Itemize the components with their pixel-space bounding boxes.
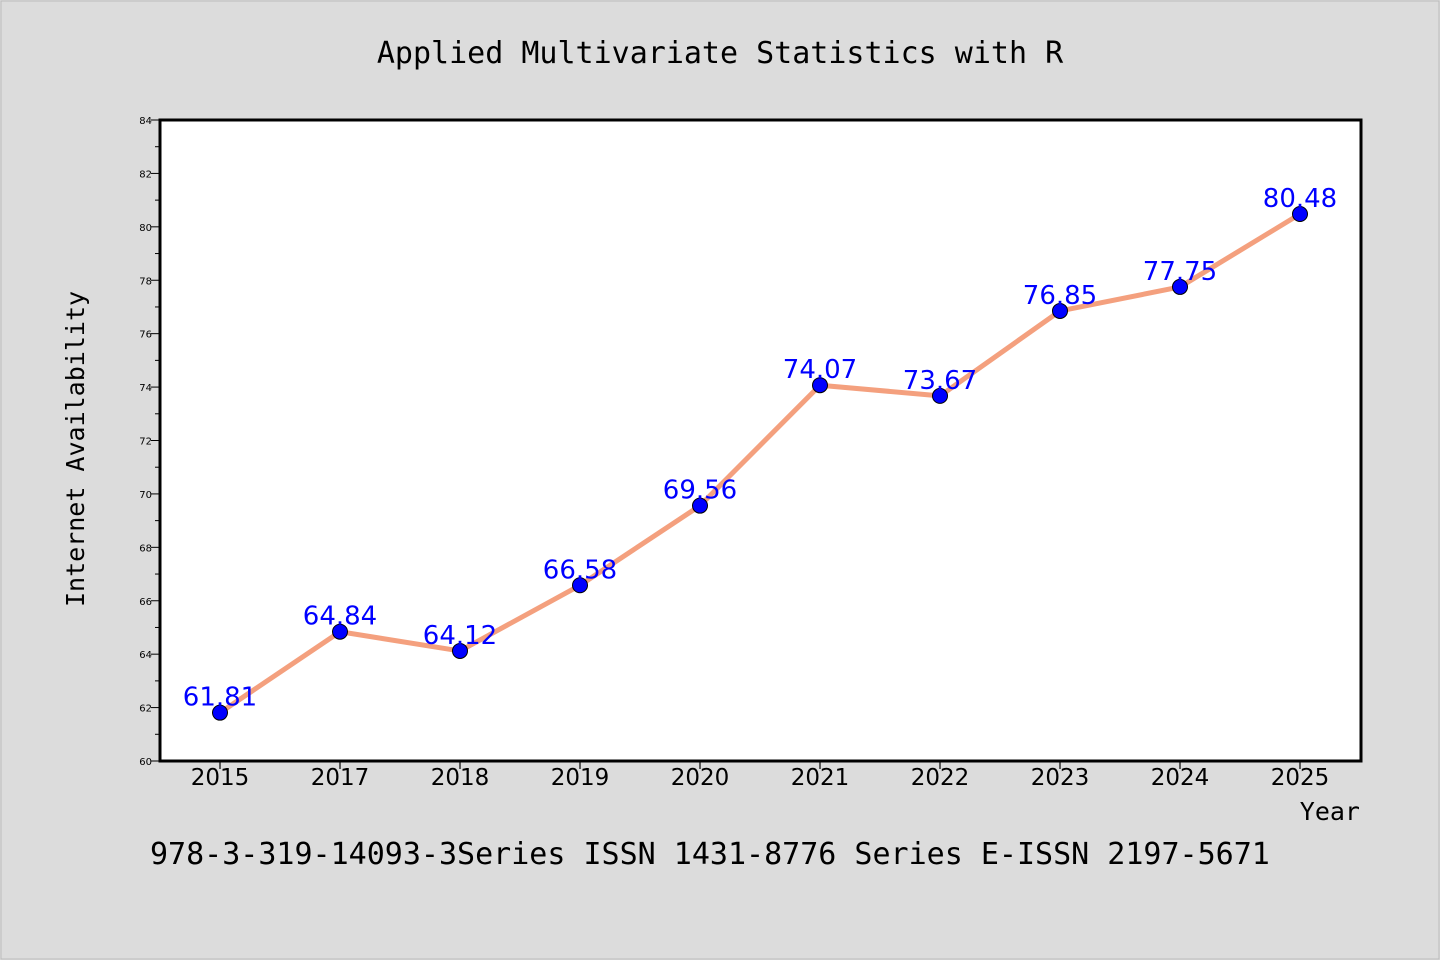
x-tick-label: 2018 [431,765,490,791]
x-tick-label: 2021 [791,765,850,791]
data-value-label: 76.85 [1023,281,1097,311]
data-point-marker [332,623,348,640]
data-value-label: 77.75 [1143,257,1217,287]
y-tick-label: 78 [139,276,152,287]
data-value-label: 66.58 [543,555,617,585]
y-tick-label: 60 [139,757,152,768]
chart-title: Applied Multivariate Statistics with R [377,36,1064,71]
y-tick-label: 66 [139,597,152,608]
x-tick-label: 2025 [1271,765,1330,791]
data-point-marker [452,642,468,659]
data-point-marker [812,377,828,394]
data-point-marker [932,387,948,404]
data-value-label: 80.48 [1263,184,1337,214]
data-point-marker [1292,206,1308,223]
data-point-marker [692,497,708,514]
x-axis: 2015 2017 2018 2019 2020 2021 2022 2023 2024 2025 [191,761,1330,791]
data-point-marker [1052,302,1068,319]
y-tick-label: 62 [139,704,152,715]
x-axis-label: Year [1300,797,1360,826]
data-point-marker [572,577,588,594]
y-tick-label: 84 [139,116,152,127]
data-point-marker [1172,278,1188,295]
x-tick-label: 2019 [551,765,610,791]
footer-isbn-text: 978-3-319-14093-3Series ISSN 1431-8776 S… [150,837,1270,872]
x-tick-label: 2023 [1031,765,1090,791]
series-line [217,211,1303,716]
data-value-label: 73.67 [903,366,977,396]
data-value-label: 64.12 [423,621,497,651]
y-axis: 60 62 64 66 68 70 72 74 76 78 80 82 84 [139,116,160,768]
y-tick-label: 76 [139,330,152,341]
data-value-label: 61.81 [183,683,257,713]
plot-area [158,118,1363,763]
data-labels: 61.81 64.84 64.12 66.58 69.56 74.07 73.67 76.85… [183,184,1337,713]
data-value-label: 69.56 [663,476,737,506]
y-tick-label: 82 [139,169,152,180]
x-tick-label: 2015 [191,765,250,791]
x-tick-label: 2024 [1151,765,1210,791]
data-value-label: 64.84 [303,602,377,632]
series-line-group [212,206,1308,721]
y-tick-label: 72 [139,437,152,448]
y-tick-label: 68 [139,543,152,554]
y-axis-label: Internet Availability [61,291,90,607]
data-value-label: 74.07 [783,355,857,385]
y-tick-label: 80 [139,223,152,234]
x-tick-label: 2017 [311,765,370,791]
x-tick-label: 2022 [911,765,970,791]
y-tick-label: 70 [139,490,152,501]
y-tick-label: 74 [139,383,152,394]
y-tick-label: 64 [139,650,152,661]
x-tick-label: 2020 [671,765,730,791]
data-point-marker [212,704,228,721]
